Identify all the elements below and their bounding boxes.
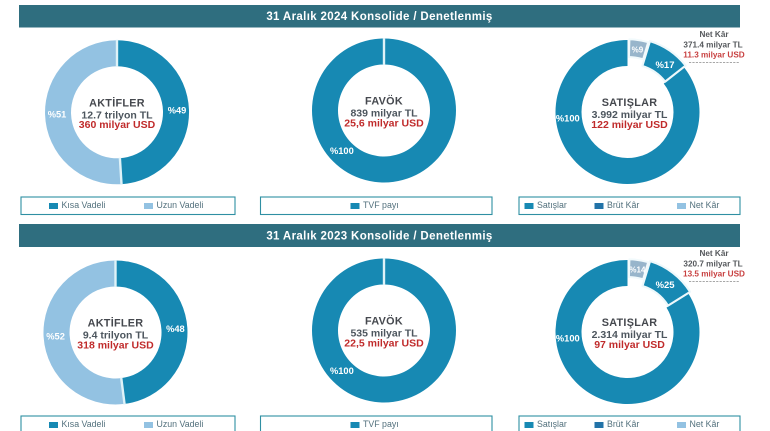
svg-text:%49: %49 <box>168 106 187 116</box>
svg-text:SATIŞLAR: SATIŞLAR <box>602 317 658 329</box>
svg-text:Net Kâr: Net Kâr <box>699 249 729 258</box>
svg-text:AKTİFLER: AKTİFLER <box>89 96 145 109</box>
svg-text:Net Kâr: Net Kâr <box>690 419 720 429</box>
svg-text:SATIŞLAR: SATIŞLAR <box>602 97 658 109</box>
svg-text:360 milyar USD: 360 milyar USD <box>79 119 156 131</box>
svg-text:%17: %17 <box>655 60 674 71</box>
svg-text:%9: %9 <box>632 45 644 54</box>
svg-text:Kısa Vadeli: Kısa Vadeli <box>62 419 106 429</box>
svg-text:31 Aralık 2023 Konsolide / Den: 31 Aralık 2023 Konsolide / Denetlenmiş <box>266 231 492 243</box>
svg-text:AKTİFLER: AKTİFLER <box>88 317 144 330</box>
svg-text:%100: %100 <box>330 366 354 376</box>
svg-text:535 milyar TL: 535 milyar TL <box>350 328 418 340</box>
svg-text:25,6 milyar USD: 25,6 milyar USD <box>344 117 424 129</box>
svg-text:Satışlar: Satışlar <box>537 419 567 429</box>
svg-text:Brüt Kâr: Brüt Kâr <box>607 419 639 429</box>
svg-text:13.5 milyar USD: 13.5 milyar USD <box>683 270 745 279</box>
svg-text:%100: %100 <box>556 333 580 343</box>
svg-text:2.314 milyar TL: 2.314 milyar TL <box>592 329 668 341</box>
svg-text:Satışlar: Satışlar <box>537 200 567 210</box>
svg-text:Brüt Kâr: Brüt Kâr <box>607 200 639 210</box>
svg-text:Net Kâr: Net Kâr <box>699 30 729 39</box>
svg-text:318 milyar USD: 318 milyar USD <box>77 339 154 351</box>
svg-text:FAVÖK: FAVÖK <box>365 315 403 328</box>
svg-text:%14: %14 <box>629 265 646 274</box>
svg-text:%52: %52 <box>46 331 65 341</box>
svg-text:%51: %51 <box>48 109 67 119</box>
svg-text:22,5 milyar USD: 22,5 milyar USD <box>344 337 424 349</box>
svg-text:%48: %48 <box>166 324 185 334</box>
svg-text:%25: %25 <box>656 280 676 291</box>
svg-text:FAVÖK: FAVÖK <box>365 95 403 108</box>
svg-text:371.4 milyar TL: 371.4 milyar TL <box>683 40 742 49</box>
svg-text:9.4 trilyon TL: 9.4 trilyon TL <box>83 330 149 342</box>
svg-text:839 milyar TL: 839 milyar TL <box>350 108 418 120</box>
svg-text:TVF payı: TVF payı <box>363 200 399 210</box>
svg-text:Kısa Vadeli: Kısa Vadeli <box>62 200 106 210</box>
svg-text:97 milyar USD: 97 milyar USD <box>594 339 665 351</box>
svg-text:122 milyar USD: 122 milyar USD <box>591 119 668 131</box>
svg-text:3.992 milyar TL: 3.992 milyar TL <box>592 109 668 121</box>
svg-text:%100: %100 <box>330 146 354 156</box>
svg-text:320.7 milyar TL: 320.7 milyar TL <box>683 259 742 268</box>
svg-text:Uzun Vadeli: Uzun Vadeli <box>157 200 204 210</box>
svg-text:Uzun Vadeli: Uzun Vadeli <box>157 419 204 429</box>
svg-text:12.7 trilyon TL: 12.7 trilyon TL <box>81 109 153 121</box>
svg-text:11.3 milyar USD: 11.3 milyar USD <box>683 51 745 60</box>
svg-text:TVF payı: TVF payı <box>363 419 399 429</box>
svg-text:31 Aralık 2024 Konsolide / Den: 31 Aralık 2024 Konsolide / Denetlenmiş <box>266 11 492 23</box>
svg-text:Net Kâr: Net Kâr <box>690 200 720 210</box>
svg-text:%100: %100 <box>556 113 580 123</box>
